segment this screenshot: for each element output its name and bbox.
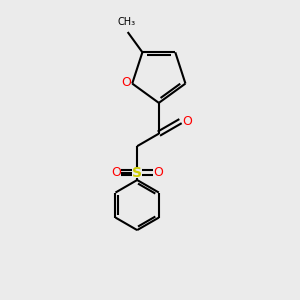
- Text: O: O: [182, 115, 192, 128]
- Text: S: S: [132, 166, 142, 180]
- Text: CH₃: CH₃: [118, 17, 136, 27]
- Text: O: O: [112, 166, 122, 179]
- Text: O: O: [121, 76, 131, 89]
- Text: O: O: [153, 166, 163, 179]
